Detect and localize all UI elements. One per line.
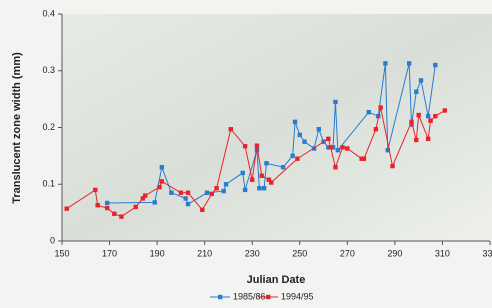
- chart: Julian Date Translucent zone width (mm) …: [0, 0, 492, 308]
- marker: [143, 193, 147, 197]
- marker: [419, 78, 423, 82]
- marker: [416, 113, 420, 117]
- marker: [214, 186, 218, 190]
- marker: [426, 114, 430, 118]
- marker: [433, 63, 437, 67]
- marker: [433, 114, 437, 118]
- marker: [414, 90, 418, 94]
- marker: [95, 203, 99, 207]
- legend-label: 1985/86: [233, 291, 266, 301]
- marker: [426, 137, 430, 141]
- y-tick-label: 0: [50, 235, 55, 245]
- marker: [243, 144, 247, 148]
- marker: [407, 61, 411, 65]
- marker: [157, 185, 161, 189]
- marker: [186, 191, 190, 195]
- marker: [160, 165, 164, 169]
- marker: [362, 157, 366, 161]
- x-tick-label: 150: [54, 248, 69, 258]
- marker: [295, 157, 299, 161]
- marker: [333, 165, 337, 169]
- marker: [367, 110, 371, 114]
- marker: [186, 202, 190, 206]
- marker: [269, 180, 273, 184]
- y-tick-label: 0.2: [42, 122, 55, 132]
- marker: [378, 105, 382, 109]
- marker: [328, 145, 332, 149]
- marker: [250, 178, 254, 182]
- marker: [105, 206, 109, 210]
- marker: [428, 118, 432, 122]
- marker: [290, 154, 294, 158]
- marker: [298, 133, 302, 137]
- marker: [281, 165, 285, 169]
- marker: [383, 61, 387, 65]
- marker: [264, 161, 268, 165]
- marker: [160, 179, 164, 183]
- marker: [302, 139, 306, 143]
- y-tick-label: 0.4: [42, 8, 55, 18]
- x-tick-label: 170: [102, 248, 117, 258]
- marker: [210, 192, 214, 196]
- marker: [414, 138, 418, 142]
- marker: [112, 212, 116, 216]
- marker: [260, 174, 264, 178]
- x-tick-label: 190: [150, 248, 165, 258]
- marker: [333, 100, 337, 104]
- marker: [241, 171, 245, 175]
- marker: [409, 120, 413, 124]
- x-tick-label: 210: [197, 248, 212, 258]
- marker: [200, 208, 204, 212]
- marker: [255, 143, 259, 147]
- y-tick-label: 0.3: [42, 65, 55, 75]
- marker: [169, 191, 173, 195]
- marker: [205, 191, 209, 195]
- legend-label: 1994/95: [281, 291, 314, 301]
- marker: [326, 137, 330, 141]
- plot-area: [62, 14, 492, 241]
- x-tick-label: 330: [482, 248, 492, 258]
- marker: [257, 186, 261, 190]
- marker: [153, 200, 157, 204]
- x-tick-label: 270: [340, 248, 355, 258]
- marker: [340, 145, 344, 149]
- y-tick-label: 0.1: [42, 179, 55, 189]
- x-tick-label: 250: [292, 248, 307, 258]
- marker: [179, 191, 183, 195]
- marker: [134, 205, 138, 209]
- marker: [243, 188, 247, 192]
- marker: [93, 188, 97, 192]
- marker: [443, 108, 447, 112]
- marker: [221, 189, 225, 193]
- marker: [336, 148, 340, 152]
- x-tick-label: 230: [245, 248, 260, 258]
- marker: [229, 127, 233, 131]
- marker: [105, 201, 109, 205]
- y-axis-title: Translucent zone width (mm): [11, 52, 23, 204]
- legend-marker: [266, 295, 270, 299]
- x-tick-label: 290: [387, 248, 402, 258]
- marker: [317, 127, 321, 131]
- marker: [262, 186, 266, 190]
- marker: [345, 146, 349, 150]
- marker: [119, 214, 123, 218]
- marker: [65, 206, 69, 210]
- marker: [390, 164, 394, 168]
- marker: [374, 127, 378, 131]
- x-axis-title: Julian Date: [247, 274, 306, 286]
- x-tick-label: 310: [435, 248, 450, 258]
- legend-marker: [218, 295, 222, 299]
- marker: [224, 182, 228, 186]
- marker: [293, 120, 297, 124]
- marker: [183, 196, 187, 200]
